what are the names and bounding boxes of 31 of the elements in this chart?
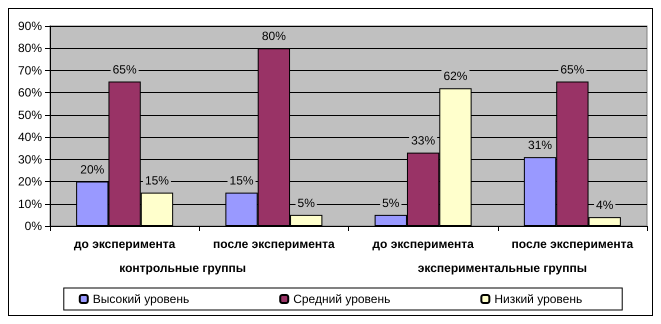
x-tick-label: до эксперимента (372, 237, 474, 251)
legend-label: Низкий уровень (494, 292, 582, 306)
data-label: 65% (560, 62, 585, 77)
y-tick-label: 0% (24, 219, 42, 233)
data-label: 65% (112, 62, 137, 77)
data-label: 4% (596, 198, 614, 212)
text: контрольные группы (119, 261, 246, 275)
y-tick-label: 10% (18, 196, 42, 211)
data-label: 62% (443, 69, 468, 84)
legend-label: Высокий уровень (92, 292, 190, 306)
y-tick-label: 30% (18, 152, 42, 166)
legend-label: Средний уровень (293, 292, 390, 306)
x-tick-label: после эксперимента (512, 237, 634, 251)
data-label: 33% (411, 134, 436, 148)
x-tick-label: до эксперимента (74, 237, 176, 251)
y-tick-label: 60% (18, 86, 42, 100)
data-label: 15% (230, 174, 254, 188)
data-label: 15% (144, 174, 170, 188)
y-tick-label: 90% (18, 19, 42, 33)
data-label: 31% (528, 138, 552, 152)
data-label: 5% (382, 196, 400, 210)
y-tick-label: 80% (18, 41, 42, 56)
text: экспериментальные группы (418, 261, 587, 275)
data-label: 20% (80, 162, 105, 177)
data-label: 5% (298, 196, 316, 210)
y-tick-label: 70% (18, 63, 42, 78)
y-tick-label: 50% (18, 108, 42, 122)
y-tick-label: 20% (18, 174, 42, 189)
data-label: 80% (262, 29, 286, 44)
y-tick-label: 40% (18, 130, 42, 144)
x-tick-label: после эксперимента (213, 237, 336, 251)
